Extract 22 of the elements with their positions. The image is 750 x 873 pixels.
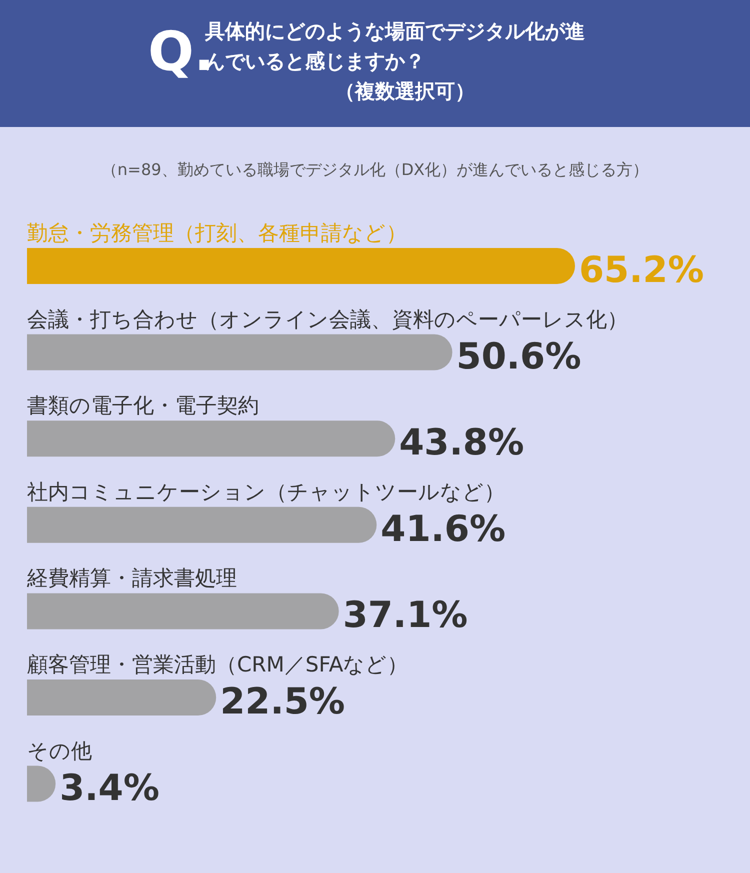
y-tick-label: 会議・打ち合わせ（オンライン会議、資料のペーパーレス化） — [27, 307, 628, 332]
y-tick-label: 顧客管理・営業活動（CRM／SFAなど） — [27, 652, 408, 676]
chart-subtitle: （複数選択可） — [335, 79, 475, 103]
bar — [27, 593, 339, 630]
data-label: 65.2% — [579, 250, 704, 291]
text: （n=89、勤めている職場でデジタル化（DX化）が進んでいると感じる方） — [100, 160, 650, 181]
y-tick-label: 社内コミュニケーション（チャットツールなど） — [27, 480, 505, 504]
data-label: 50.6% — [456, 336, 582, 378]
data-label: 41.6% — [380, 508, 506, 550]
y-tick-label: 書類の電子化・電子契約 — [27, 394, 259, 418]
bar — [27, 248, 575, 284]
y-tick-label: 勤怠・労務管理（打刻、各種申請など） — [27, 221, 407, 245]
data-label: 43.8% — [399, 422, 524, 464]
data-label: 22.5% — [220, 682, 346, 722]
bar — [27, 334, 452, 370]
bar — [27, 680, 216, 716]
y-tick-label: 経費精算・請求書処理 — [26, 566, 237, 590]
y-tick-label: その他 — [27, 738, 92, 763]
data-label: 3.4% — [60, 768, 160, 809]
data-label: 37.1% — [342, 595, 468, 636]
bar — [27, 420, 396, 457]
bar — [27, 506, 377, 543]
